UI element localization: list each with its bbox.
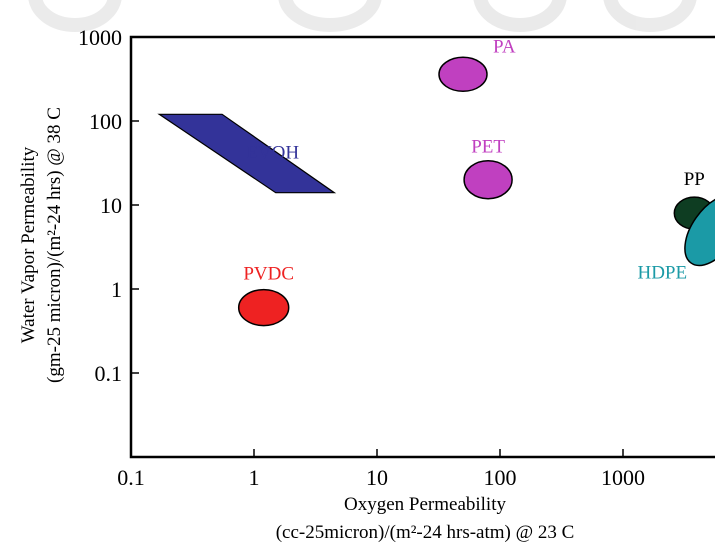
x-axis-subtitle: (cc-25micron)/(m²-24 hrs-atm) @ 23 C [276,522,575,543]
y-axis-title: Water Vapor Permeability [18,146,39,343]
pet-label: PET [471,137,505,158]
x-tick-label: 10 [366,465,388,490]
y-tick-label: 10 [100,193,122,218]
hdpe-label: HDPE [637,262,687,283]
x-tick-label: 0.1 [117,465,145,490]
y-tick-label: 100 [89,109,122,134]
x-tick-label: 1 [249,465,260,490]
y-tick-label: 1000 [78,25,122,50]
y-tick-label: 0.1 [95,361,123,386]
plot-frame [129,35,715,459]
evoh-label: EVOH [246,143,299,164]
x-tick-label: 100 [484,465,517,490]
pvdc-point [237,288,290,327]
y-axis-subtitle: (gm-25 micron)/(m²-24 hrs) @ 38 C [44,107,65,383]
x-axis-title: Oxygen Permeability [344,494,506,515]
x-tick-label: 1000 [601,465,645,490]
pa-point [438,56,488,93]
background-watermark [28,0,697,32]
evoh-region [157,113,337,194]
hdpe-point [684,194,715,267]
pp-label: PP [684,169,705,190]
y-tick-label: 1 [111,277,122,302]
pvdc-label: PVDC [243,264,294,285]
pa-label: PA [493,36,516,57]
pet-point [463,159,513,200]
